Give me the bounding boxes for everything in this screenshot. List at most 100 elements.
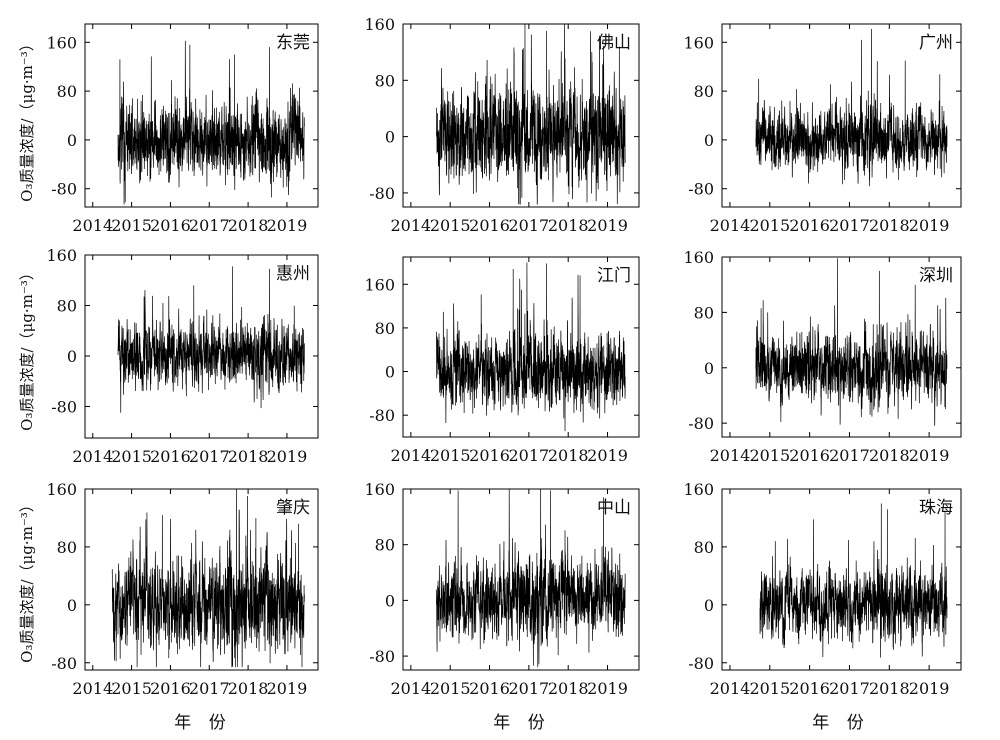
x-axis-label-col-3: 年 份 [812, 713, 870, 733]
x-tick-label: 2018 [228, 447, 269, 466]
x-axis-label-col-2: 年 份 [493, 713, 551, 733]
x-tick-label: 2014 [710, 216, 751, 235]
plot-frame [721, 256, 962, 438]
y-tick-label: 0 [385, 128, 395, 147]
x-tick-label: 2015 [111, 679, 152, 698]
plot-frame [402, 488, 640, 671]
x-tick-label: 2015 [430, 446, 471, 465]
x-tick-label: 2016 [469, 679, 510, 698]
x-tick-label: 2016 [469, 216, 510, 235]
y-tick-label: 160 [683, 248, 714, 267]
x-tick-label: 2018 [548, 679, 589, 698]
y-tick-label: 80 [375, 71, 395, 90]
series-line [111, 488, 305, 668]
x-tick-label: 2017 [509, 216, 550, 235]
series-line [436, 262, 626, 432]
x-tick-label: 2014 [72, 679, 113, 698]
y-tick-label: 160 [364, 275, 395, 294]
x-tick-label: 2017 [509, 679, 550, 698]
x-tick-label: 2016 [469, 446, 510, 465]
y-tick-label: 0 [67, 131, 77, 150]
y-tick-label: 80 [375, 319, 395, 338]
y-tick-label: 160 [46, 480, 77, 499]
x-tick-label: 2017 [509, 446, 550, 465]
x-tick-label: 2015 [111, 447, 152, 466]
plot-frame [721, 488, 962, 671]
plot-frame [402, 23, 640, 208]
x-tick-label: 2019 [267, 216, 308, 235]
x-tick-label: 2018 [548, 446, 589, 465]
y-tick-label: 0 [385, 363, 395, 382]
y-tick-label: -80 [369, 406, 395, 425]
x-tick-label: 2014 [391, 446, 432, 465]
x-tick-label: 2017 [829, 446, 870, 465]
y-tick-label: 0 [704, 131, 714, 150]
y-tick-label: -80 [51, 397, 77, 416]
x-tick-label: 2015 [749, 216, 790, 235]
x-tick-label: 2016 [150, 679, 191, 698]
x-tick-label: 2017 [829, 679, 870, 698]
x-tick-label: 2018 [869, 679, 910, 698]
y-tick-label: -80 [688, 654, 714, 673]
x-tick-label: 2018 [869, 446, 910, 465]
x-tick-label: 2014 [72, 216, 113, 235]
x-tick-label: 2016 [789, 679, 830, 698]
y-tick-label: -80 [51, 654, 77, 673]
series-line [759, 503, 948, 658]
x-tick-label: 2019 [267, 447, 308, 466]
y-axis-label-row-1: O₃质量浓度/（μg·m⁻³） [18, 36, 36, 202]
y-tick-label: 160 [364, 15, 395, 34]
y-tick-label: -80 [369, 184, 395, 203]
y-tick-label: 160 [364, 480, 395, 499]
x-tick-label: 2015 [749, 679, 790, 698]
x-tick-label: 2019 [909, 446, 950, 465]
panel-title: 惠州 [276, 264, 310, 284]
y-tick-label: 80 [57, 296, 77, 315]
panel-title: 江门 [597, 266, 631, 286]
series-line [755, 258, 948, 426]
x-tick-label: 2018 [548, 216, 589, 235]
y-tick-label: 80 [694, 538, 714, 557]
y-tick-label: 80 [375, 536, 395, 555]
x-tick-label: 2015 [430, 216, 471, 235]
x-tick-label: 2017 [189, 679, 230, 698]
panel-9: -80 0 80 160 2014 2015 2016 2017 2018 2019 珠海 [683, 480, 962, 698]
y-tick-label: 160 [683, 33, 714, 52]
x-tick-label: 2017 [829, 216, 870, 235]
panel-title: 珠海 [919, 498, 953, 518]
y-tick-label: -80 [369, 647, 395, 666]
y-tick-label: -80 [688, 414, 714, 433]
panel-title: 中山 [597, 498, 631, 518]
series-line [436, 488, 626, 668]
y-tick-label: 160 [683, 480, 714, 499]
series-line [436, 23, 626, 205]
panel-title: 广州 [919, 33, 953, 53]
series-line [755, 28, 948, 187]
y-tick-label: 80 [57, 82, 77, 101]
x-tick-label: 2014 [391, 216, 432, 235]
y-tick-label: 0 [704, 359, 714, 378]
x-tick-label: 2018 [869, 216, 910, 235]
panel-title: 东莞 [276, 33, 310, 53]
plot-frame [721, 23, 962, 208]
x-tick-label: 2015 [749, 446, 790, 465]
y-axis-label-row-3: O₃质量浓度/（μg·m⁻³） [18, 497, 36, 663]
x-tick-label: 2017 [189, 447, 230, 466]
y-tick-label: 80 [694, 82, 714, 101]
x-tick-label: 2019 [587, 216, 628, 235]
y-tick-label: 0 [67, 596, 77, 615]
x-tick-label: 2015 [430, 679, 471, 698]
x-tick-label: 2019 [909, 679, 950, 698]
plot-frame [84, 254, 319, 439]
x-tick-label: 2018 [228, 216, 269, 235]
plot-frame [84, 488, 319, 671]
x-tick-label: 2019 [587, 446, 628, 465]
y-tick-label: -80 [51, 180, 77, 199]
x-tick-label: 2016 [789, 216, 830, 235]
x-tick-label: 2019 [909, 216, 950, 235]
